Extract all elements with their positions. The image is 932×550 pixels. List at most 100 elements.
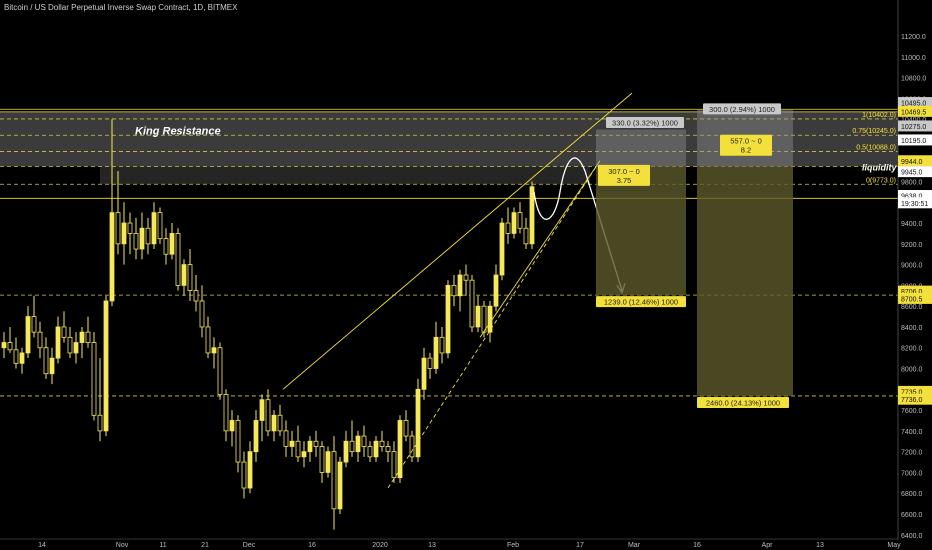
- candle: [193, 290, 199, 302]
- price-tag-bg: [898, 166, 932, 178]
- candle: [73, 342, 79, 354]
- candle: [199, 300, 205, 328]
- target-zone: [697, 166, 793, 396]
- x-tick-label: Nov: [116, 542, 129, 549]
- price-tag-text: 9944.0: [901, 159, 923, 166]
- candle: [427, 357, 433, 369]
- candle: [385, 446, 391, 453]
- fib-label: 0(9773.0): [866, 177, 896, 184]
- candle: [31, 316, 37, 333]
- price-tag-text: 8706.0: [901, 289, 923, 296]
- candle: [373, 440, 379, 458]
- candle: [157, 212, 163, 240]
- x-tick-label: 21: [201, 542, 209, 549]
- candle: [25, 316, 31, 354]
- time-axis: 14 Nov 11 21 Dec 16 2020 13 Feb 17 Mar 16 Apr 13 May: [0, 538, 901, 549]
- candle: [391, 451, 397, 479]
- y-tick-label: 7600.0: [901, 408, 923, 415]
- candle: [163, 238, 169, 255]
- x-tick-label: 16: [308, 542, 316, 549]
- candle: [181, 264, 187, 286]
- candle: [331, 451, 337, 510]
- candle: [349, 440, 355, 453]
- candle: [223, 394, 229, 432]
- price-axis: 6400.0 6600.0 6800.0 7000.0 7200.0 7400.0 7600…: [897, 0, 932, 550]
- candle: [259, 399, 265, 421]
- y-tick-label: 8400.0: [901, 325, 923, 332]
- candle: [457, 274, 463, 297]
- candle: [295, 440, 301, 458]
- measure-boxes-layer: 330.0 (3.32%) 1000 307.0 ~ 03.75 1239.0 (1…: [596, 103, 793, 408]
- y-tick-label: 6800.0: [901, 491, 923, 498]
- candle: [127, 222, 133, 234]
- candle: [13, 349, 19, 364]
- candle: [367, 446, 373, 458]
- candle: [19, 352, 25, 364]
- measure-header-bg: [703, 103, 781, 115]
- measure-header-bg: [606, 117, 684, 129]
- candle: [265, 399, 271, 432]
- price-tag-text: 10195.0: [901, 138, 926, 145]
- measure-inner-bg: [598, 164, 650, 186]
- price-tag-bg: [898, 292, 932, 304]
- candle: [187, 264, 193, 291]
- measure-footer-bg: [596, 296, 686, 308]
- y-tick-label: 9200.0: [901, 242, 923, 249]
- candle: [7, 342, 13, 351]
- chart-title: Bitcoin / US Dollar Perpetual Inverse Sw…: [4, 3, 238, 12]
- candle: [499, 222, 505, 276]
- king-resistance-label: King Resistance: [135, 126, 221, 138]
- candle: [79, 331, 85, 343]
- measure-header-text: 330.0 (3.32%) 1000: [612, 119, 678, 128]
- candle: [61, 326, 67, 338]
- candle: [379, 440, 385, 447]
- candle: [241, 461, 247, 489]
- price-tag-bg: [898, 105, 932, 117]
- candle: [469, 279, 475, 328]
- candle: [511, 212, 517, 234]
- y-tick-label: 6400.0: [901, 533, 923, 540]
- x-tick-label: 13: [428, 542, 436, 549]
- price-tag-text: 9638.0: [901, 194, 923, 201]
- x-tick-label: 17: [576, 542, 584, 549]
- candle: [103, 300, 109, 432]
- liquidity-zone: [100, 166, 590, 185]
- candle: [355, 435, 361, 453]
- price-tag-text: 9945.0: [901, 170, 923, 177]
- candle: [307, 440, 313, 453]
- y-tick-label: 8600.0: [901, 304, 923, 311]
- fib-label: 0.75(10245.0): [852, 128, 896, 135]
- price-axis-bg: [898, 0, 932, 550]
- x-tick-label: 2020: [372, 542, 388, 549]
- candle: [301, 451, 307, 458]
- y-tick-label: 10800.0: [901, 76, 926, 83]
- candle: [121, 222, 127, 245]
- candle: [253, 420, 259, 453]
- measure-footer-bg: [697, 396, 789, 408]
- x-tick-label: 14: [38, 542, 46, 549]
- candle: [421, 357, 427, 390]
- candle: [493, 274, 499, 307]
- x-tick-label: Mar: [628, 542, 641, 549]
- candle: [517, 212, 523, 229]
- candle: [229, 420, 235, 432]
- candle: [139, 227, 145, 250]
- wedge-upper-line: [282, 92, 633, 390]
- projected-path: [533, 157, 623, 291]
- candle: [433, 336, 439, 369]
- candle: [211, 347, 217, 354]
- candle: [313, 440, 319, 447]
- candle: [505, 222, 511, 234]
- wedge-lower-line: [479, 160, 601, 338]
- candles-layer: [1, 119, 535, 530]
- x-tick-label: Apr: [762, 542, 774, 549]
- candle: [343, 440, 349, 463]
- measure-inner-line2: 8.2: [741, 146, 751, 155]
- y-tick-label: 9000.0: [901, 263, 923, 270]
- candle: [169, 233, 175, 255]
- candle: [475, 305, 481, 328]
- target-zone: [596, 166, 686, 296]
- price-tag-text: 10495.0: [901, 101, 926, 108]
- stop-zone: [596, 129, 686, 167]
